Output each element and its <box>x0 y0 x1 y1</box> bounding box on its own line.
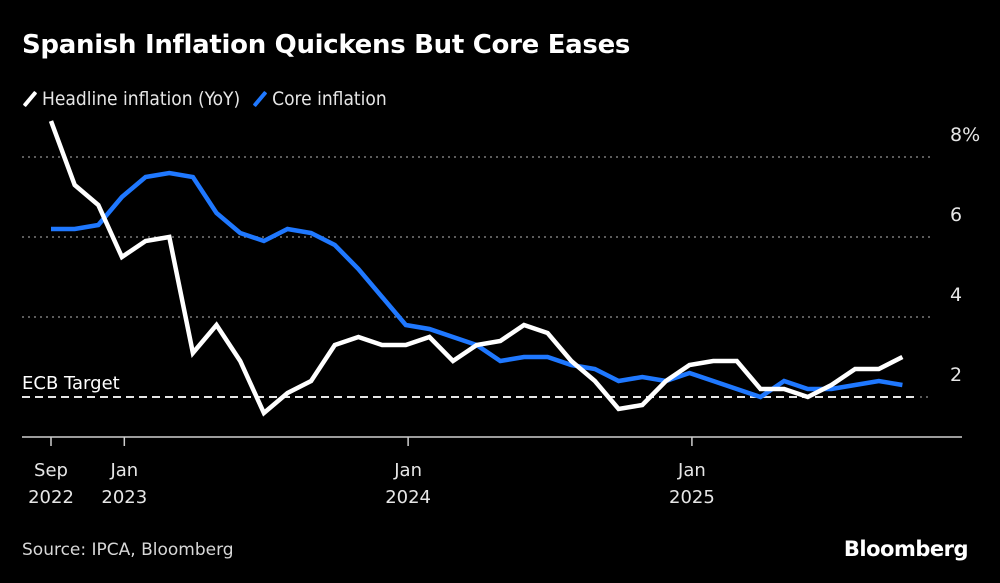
x-tick-label-year: 2023 <box>101 487 147 508</box>
legend: Headline inflation (YoY) Core inflation <box>22 88 399 110</box>
legend-label-headline: Headline inflation (YoY) <box>42 88 241 110</box>
y-axis-ticks: 8% 6 4 2 <box>950 124 980 386</box>
y-tick-label: 8% <box>950 124 980 146</box>
x-tick-label-month: Jan <box>109 460 138 481</box>
x-tick-label-year: 2022 <box>28 487 74 508</box>
x-tick-label-month: Jan <box>393 460 422 481</box>
y-tick-label: 4 <box>950 284 962 306</box>
x-tick-label-month: Sep <box>34 460 68 481</box>
ecb-target-annotation: ECB Target <box>22 373 918 398</box>
chart-title: Spanish Inflation Quickens But Core Ease… <box>22 30 631 60</box>
bloomberg-logo: Bloomberg <box>843 537 969 561</box>
gridlines <box>22 156 930 398</box>
legend-label-core: Core inflation <box>272 88 387 110</box>
series-lines <box>48 120 904 417</box>
ecb-target-label: ECB Target <box>22 373 120 394</box>
y-tick-label: 2 <box>950 364 962 386</box>
legend-item-headline: Headline inflation (YoY) <box>22 88 240 110</box>
y-tick-label: 6 <box>950 204 962 226</box>
x-axis: Sep 2022 Jan 2023 Jan 2024 Jan 2025 <box>22 436 962 508</box>
x-tick-label-year: 2025 <box>669 487 715 508</box>
headline-inflation-line <box>48 120 904 417</box>
x-tick-label-month: Jan <box>677 460 706 481</box>
x-tick-label-year: 2024 <box>385 487 431 508</box>
source-note: Source: IPCA, Bloomberg <box>22 540 234 560</box>
legend-item-core: Core inflation <box>252 88 387 110</box>
